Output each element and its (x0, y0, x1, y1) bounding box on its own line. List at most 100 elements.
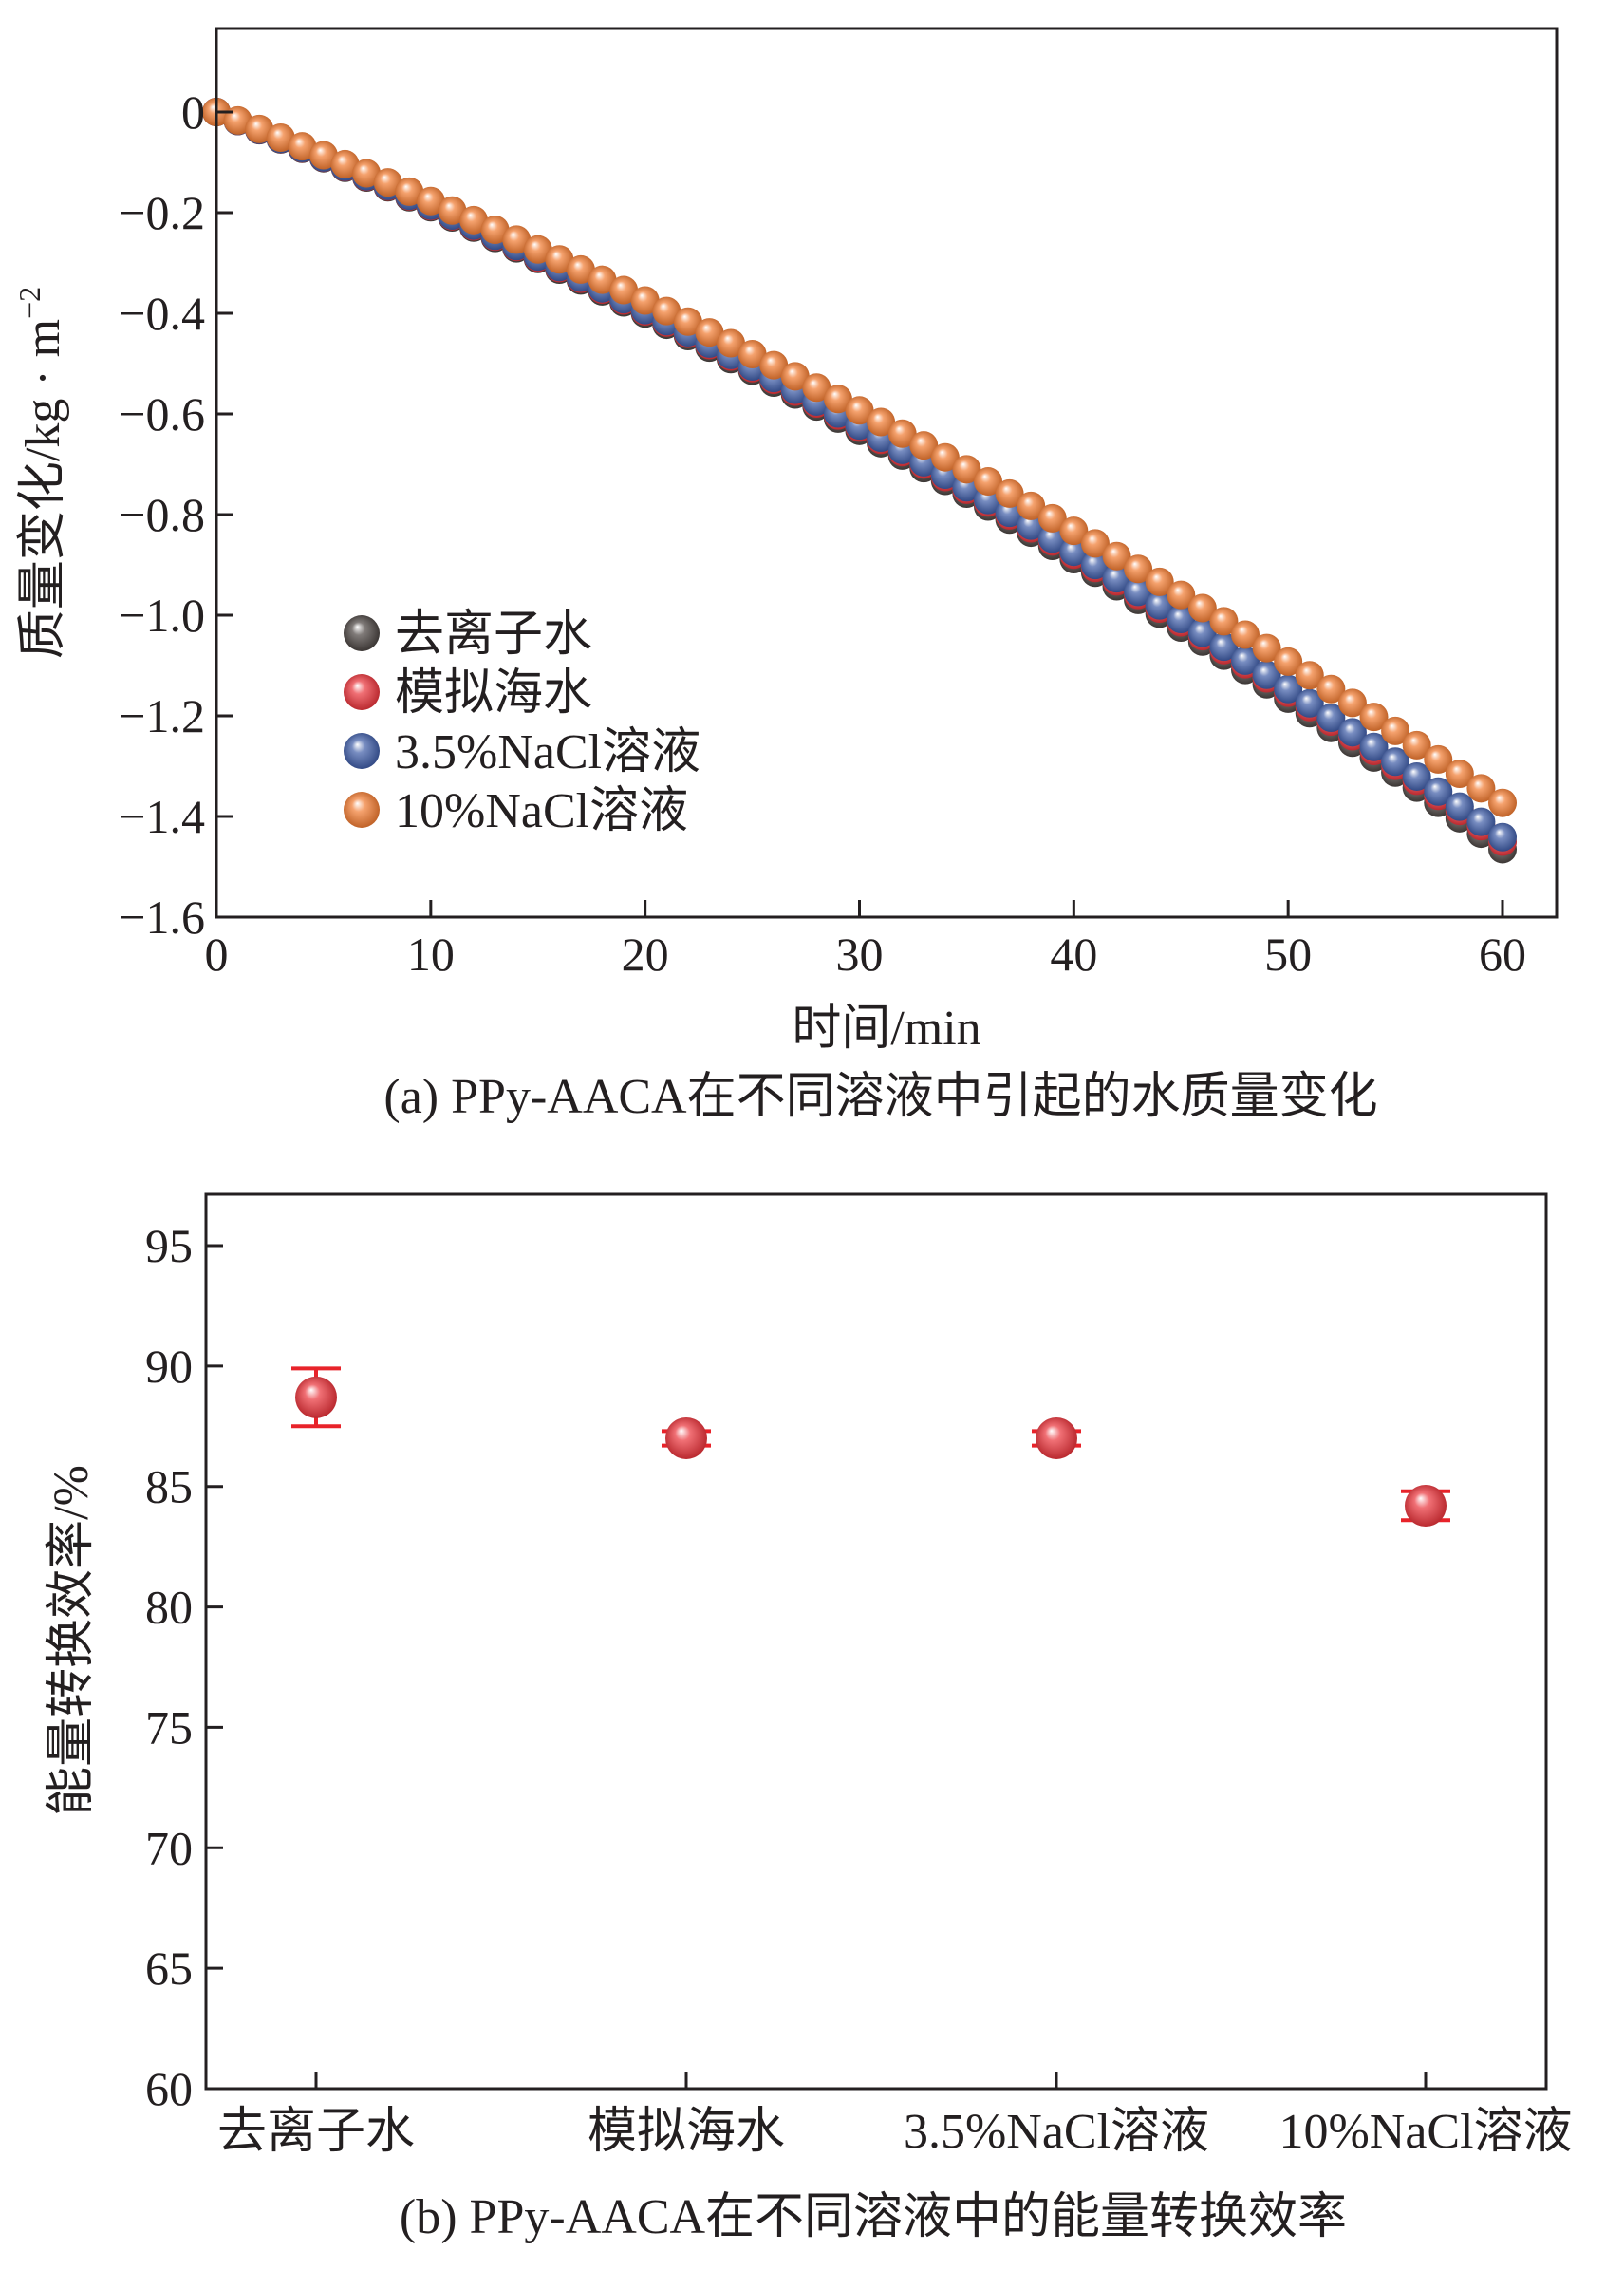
panel-a-data-point (974, 467, 1002, 497)
panel-a-data-point (1274, 647, 1303, 676)
panel-a-data-point (1295, 661, 1324, 690)
panel-a-data-point (330, 149, 360, 178)
panel-a-data-point (245, 114, 274, 143)
panel-a-data-point (1017, 511, 1046, 540)
panel-a-data-point (1252, 633, 1281, 663)
panel-a-x-tick-label: 40 (1050, 928, 1097, 981)
panel-a-data-point (1337, 718, 1367, 747)
panel-b-x-tick-label: 3.5%NaCl溶液 (904, 2105, 1209, 2159)
panel-a-legend-label: 去离子水 (395, 608, 592, 662)
panel-a-data-point (459, 205, 488, 235)
panel-b-x-tick-label: 去离子水 (217, 2105, 415, 2159)
panel-b-data-point (295, 1376, 337, 1418)
panel-a-data-point (1402, 761, 1431, 791)
panel-a-data-point (1102, 564, 1131, 593)
panel-a-plot-frame (215, 27, 1559, 919)
panel-a-x-axis-title: 时间/min (792, 1002, 980, 1056)
panel-a-data-point (1488, 788, 1517, 817)
panel-a-data-point (1209, 632, 1239, 662)
panel-a-x-tick-label: 30 (836, 928, 884, 981)
panel-a-legend-label: 模拟海水 (395, 666, 592, 721)
panel-b-x-tick-label: 10%NaCl溶液 (1279, 2105, 1572, 2159)
panel-b-data-point (665, 1416, 707, 1459)
panel-b-data-point (1405, 1485, 1447, 1528)
panel-a-data-point (308, 141, 338, 170)
panel-a-data-point (1037, 503, 1067, 533)
panel-a-data-point (673, 307, 702, 336)
panel-b: 60 65 70 75 80 85 90 95 去离子水 模拟海水 3.5%NaCl溶液 10%NaC… (45, 1192, 1573, 2244)
panel-a-data-point (823, 385, 852, 414)
panel-a-data-point (1231, 646, 1260, 675)
panel-a-data-point (1295, 688, 1324, 718)
panel-a-data-point (717, 328, 745, 358)
panel-a-data-point (416, 186, 445, 216)
panel-a-y-axis-title-text: 质量变化/kg · m (16, 319, 70, 659)
panel-b-y-tick-label: 90 (145, 1340, 193, 1393)
panel-a-data-point (1102, 541, 1131, 571)
panel-a-data-point (480, 216, 510, 245)
panel-a-data-point (737, 340, 767, 369)
panel-a-data-point (1337, 688, 1367, 718)
panel-a-data-point (1059, 537, 1089, 567)
panel-a-data-point (545, 245, 574, 274)
svg-text:质量变化/kg · m−2: 质量变化/kg · m−2 (12, 287, 70, 659)
panel-a-data-point (1080, 529, 1110, 558)
panel-b-y-tick-label: 95 (145, 1219, 193, 1272)
panel-a-data-point (1359, 703, 1389, 732)
panel-a-data-point (588, 265, 617, 294)
panel-a-data-point (867, 407, 896, 437)
panel-a-data-point (438, 196, 467, 225)
panel-a-data-point (1402, 730, 1431, 760)
panel-b-caption: (b) PPy-AACA在不同溶液中的能量转换效率 (400, 2190, 1347, 2244)
panel-a: 0 10 20 30 40 50 60 0 −0.2 −0.4 −0.6 −0.8 −1.0 −1.2 −1… (12, 27, 1559, 1124)
panel-a-data-point (1381, 747, 1410, 777)
panel-a-data-point (652, 296, 681, 326)
panel-a-series (202, 98, 1517, 817)
panel-a-x-tick-label: 20 (622, 928, 669, 981)
panel-a-ticks: 0 10 20 30 40 50 60 0 −0.2 −0.4 −0.6 −0.8 −1.0 −1.2 −1… (119, 85, 1526, 981)
panel-a-data-point (1017, 491, 1046, 520)
panel-a-data-point (695, 318, 724, 347)
panel-a-y-tick-label: −1.4 (119, 790, 205, 843)
panel-a-data-points (202, 98, 1517, 864)
panel-b-y-tick-label: 60 (145, 2062, 193, 2115)
panel-a-legend-label: 3.5%NaCl溶液 (395, 725, 700, 779)
panel-a-data-point (952, 455, 981, 484)
panel-a-legend-marker (344, 674, 380, 710)
panel-a-data-point (1424, 777, 1453, 806)
panel-a-data-point (523, 235, 552, 264)
panel-a-data-point (930, 442, 960, 472)
panel-a-data-point (1145, 591, 1174, 620)
panel-a-data-point (1187, 593, 1217, 623)
panel-b-y-tick-label: 75 (145, 1700, 193, 1754)
panel-b-x-tick-label: 模拟海水 (588, 2105, 785, 2159)
panel-b-data-points (291, 1366, 1450, 1528)
panel-a-data-point (909, 431, 939, 460)
panel-a-data-point (566, 254, 595, 284)
panel-a-data-point (845, 396, 874, 425)
panel-a-data-point (1252, 660, 1281, 689)
panel-a-data-point (995, 478, 1024, 508)
panel-a-data-point (1466, 774, 1496, 803)
panel-a-data-point (1037, 524, 1067, 553)
panel-a-data-point (1124, 554, 1153, 584)
panel-a-data-point (1080, 551, 1110, 580)
panel-b-plot-frame (204, 1192, 1548, 2091)
panel-a-data-point (1316, 674, 1346, 704)
panel-a-legend-marker (344, 733, 380, 769)
panel-a-x-tick-label: 50 (1264, 928, 1312, 981)
panel-a-data-point (352, 159, 382, 188)
panel-a-data-point (1167, 605, 1196, 634)
panel-a-data-point (759, 350, 789, 380)
panel-a-y-axis-title-superscript: −2 (12, 287, 47, 319)
panel-b-y-tick-label: 80 (145, 1581, 193, 1634)
panel-a-data-point (630, 286, 660, 315)
panel-a-data-point (887, 419, 917, 448)
panel-a-data-point (1124, 577, 1153, 607)
panel-a-data-point (266, 122, 295, 152)
panel-a-data-point (1359, 732, 1389, 761)
panel-a-legend-marker (344, 615, 380, 651)
panel-a-y-tick-label: −1.0 (119, 589, 205, 642)
panel-a-legend-marker (344, 792, 380, 828)
panel-a-data-point (1445, 792, 1474, 821)
